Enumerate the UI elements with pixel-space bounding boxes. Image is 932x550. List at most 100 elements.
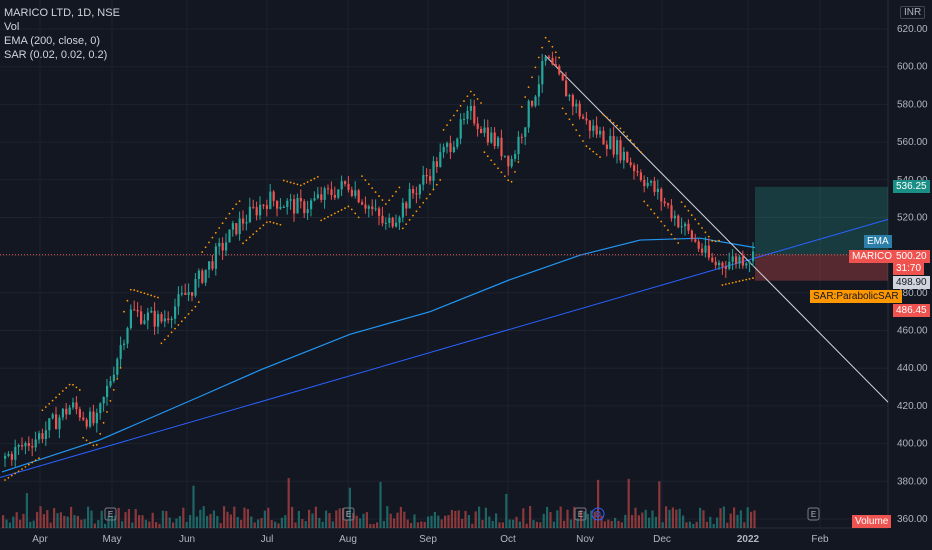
candle-body [306, 209, 309, 214]
earnings-marker [342, 507, 355, 521]
sar-dot [493, 163, 496, 166]
sar-dot [252, 233, 255, 236]
candle-body [106, 385, 109, 397]
last-price-tag: 500.20 [893, 250, 930, 263]
volume-bar [212, 510, 215, 528]
sar-dot [653, 212, 656, 215]
candle-body [721, 262, 724, 267]
volume-bar [117, 507, 120, 528]
sar-dot [133, 289, 136, 291]
sar-dot [473, 94, 476, 96]
candle-body [177, 294, 180, 307]
volume-bar [168, 517, 171, 528]
candle-body [592, 125, 595, 131]
sar-dot [684, 205, 686, 208]
volume-bar [440, 519, 443, 528]
volume-bar [66, 516, 69, 528]
candle-body [558, 66, 561, 75]
earnings-marker-label: E [578, 510, 583, 519]
candle-body [180, 292, 183, 295]
sar-dot [327, 215, 329, 218]
candle-body [745, 263, 748, 266]
sar-dot [731, 281, 734, 284]
sar-dot [136, 290, 139, 293]
y-tick-label: 380.00 [897, 476, 928, 487]
sar-dot [293, 182, 295, 185]
sar-dot [517, 161, 520, 163]
candle-body [677, 215, 680, 228]
candle-body [432, 161, 435, 181]
candle-body [140, 311, 143, 324]
volume-indicator-label[interactable]: Vol [4, 21, 20, 33]
candle-body [602, 130, 605, 145]
sar-dot [605, 116, 608, 119]
sar-dot [554, 51, 557, 54]
sar-dot [745, 278, 748, 281]
candle-body [163, 318, 166, 322]
volume-bar [705, 521, 708, 528]
sar-dot [619, 127, 622, 130]
sar-dot [177, 324, 180, 326]
ema-indicator-label[interactable]: EMA (200, close, 0) [4, 35, 100, 47]
volume-bar [199, 509, 202, 528]
candle-body [174, 306, 177, 319]
candle-body [497, 137, 500, 147]
volume-bar [382, 520, 385, 528]
sar-dot [721, 284, 724, 286]
sar-dot [415, 210, 418, 213]
sar-dot [408, 218, 411, 221]
candle-body [405, 202, 408, 209]
sar-dot [459, 104, 462, 107]
resistance-trendline [544, 55, 889, 403]
currency-button[interactable]: INR [900, 6, 926, 19]
volume-bar [559, 506, 562, 528]
volume-bar [114, 515, 117, 528]
candle-body [153, 310, 156, 327]
volume-bar [654, 516, 657, 528]
volume-bar [433, 511, 436, 528]
sar-dot [150, 294, 153, 297]
volume-bar [209, 514, 212, 528]
volume-bar [423, 521, 426, 528]
volume-bar [563, 520, 566, 528]
sar-dot [412, 214, 414, 217]
volume-bar [260, 518, 263, 528]
candle-body [639, 172, 642, 181]
candle-body [61, 408, 64, 418]
sar-dot [204, 246, 207, 249]
sar-indicator-label[interactable]: SAR (0.02, 0.02, 0.2) [4, 49, 108, 61]
sar-dot [184, 316, 187, 319]
ema-line [1, 237, 756, 473]
sar-dot [673, 237, 676, 240]
sar-dot [320, 219, 323, 222]
volume-bar [308, 509, 311, 528]
x-tick-label: Jul [261, 534, 274, 545]
sar-dot [514, 171, 516, 173]
sar-dot [520, 106, 523, 108]
y-tick-label: 360.00 [897, 514, 928, 525]
volume-bar [512, 519, 515, 528]
symbol-title[interactable]: MARICO LTD, 1D, NSE [4, 7, 120, 19]
candle-body [534, 96, 537, 106]
volume-bar [110, 515, 113, 528]
volume-bar [471, 523, 474, 528]
volume-bar [372, 523, 375, 528]
candle-body [514, 154, 517, 159]
sar-dot [497, 167, 499, 170]
sar-dot [89, 441, 91, 444]
sar-dot [316, 175, 319, 178]
candle-body [150, 310, 153, 313]
volume-bar [444, 515, 447, 528]
sar-dot [456, 109, 459, 112]
volume-bar [229, 514, 232, 528]
candle-body [27, 442, 30, 446]
sar-dot [48, 402, 51, 405]
sar-dot [276, 222, 278, 225]
candle-body [289, 199, 292, 201]
y-tick-label: 560.00 [897, 137, 928, 148]
sar-dot [279, 223, 282, 226]
volume-bar [131, 522, 134, 528]
sar-dot [558, 56, 561, 59]
volume-bar [712, 523, 715, 528]
